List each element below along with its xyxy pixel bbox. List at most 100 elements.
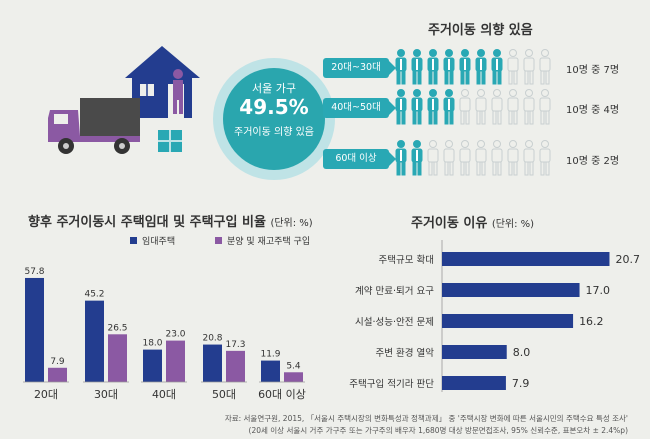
person-filled-icon — [427, 49, 439, 85]
reason-chart-title: 주거이동 이유 (단위: %) — [411, 212, 534, 231]
bar-value-label: 26.5 — [107, 323, 127, 333]
moving-illustration — [48, 46, 200, 154]
legend: 임대주택 분양 및 재고주택 구입 — [130, 235, 310, 247]
person-filled-icon — [443, 49, 455, 85]
person-outline-icon — [491, 89, 503, 125]
bar-rent — [203, 344, 222, 382]
category-label: 시설·성능·안전 문제 — [355, 317, 434, 328]
bar-buy — [166, 340, 185, 382]
bar-value-label: 23.0 — [165, 330, 185, 340]
bar-value-label: 17.0 — [586, 284, 611, 297]
category-label: 50대 — [212, 388, 236, 401]
bar-value-label: 45.2 — [84, 290, 104, 300]
person-filled-icon — [459, 49, 471, 85]
person-outline-icon — [523, 49, 535, 85]
person-outline-icon — [507, 49, 519, 85]
legend-label: 임대주택 — [142, 235, 175, 247]
bar-value-label: 11.9 — [260, 350, 280, 360]
person-outline-icon — [507, 89, 519, 125]
person-icon — [173, 69, 183, 114]
reason-bar — [442, 376, 506, 390]
category-label: 주택구입 적기라 판단 — [349, 378, 434, 390]
bar-buy — [284, 372, 303, 382]
person-outline-icon — [475, 140, 487, 176]
legend-label: 분양 및 재고주택 구입 — [227, 235, 310, 247]
bar-value-label: 20.7 — [615, 253, 640, 266]
category-label: 주택규모 확대 — [379, 254, 434, 266]
bar-value-label: 5.4 — [286, 361, 301, 371]
person-outline-icon — [427, 140, 439, 176]
people-row — [395, 140, 551, 176]
person-outline-icon — [507, 140, 519, 176]
bar-value-label: 16.2 — [579, 315, 604, 328]
category-label: 주변 환경 열악 — [376, 347, 435, 359]
rent-buy-title-text: 향후 주거이동시 주택임대 및 주택구입 비율 — [28, 215, 266, 230]
bar-value-label: 8.0 — [513, 346, 531, 359]
rent-buy-chart: 임대주택 분양 및 재고주택 구입 57.8 7.9 20대 45.2 26.5 30대 18.… — [23, 235, 310, 401]
intent-ratio: 10명 중 2명 — [566, 156, 620, 167]
bar-buy — [226, 350, 245, 382]
person-filled-icon — [411, 140, 423, 176]
person-outline-icon — [459, 89, 471, 125]
person-filled-icon — [475, 49, 487, 85]
person-filled-icon — [443, 89, 455, 125]
reason-bar — [442, 345, 507, 359]
bar-value-label: 18.0 — [142, 339, 162, 349]
person-filled-icon — [411, 89, 423, 125]
person-outline-icon — [539, 140, 551, 176]
bar-buy — [48, 367, 67, 382]
bar-value-label: 17.3 — [225, 340, 245, 350]
legend-swatch — [130, 237, 137, 244]
person-outline-icon — [475, 89, 487, 125]
person-outline-icon — [491, 140, 503, 176]
person-outline-icon — [523, 140, 535, 176]
reason-chart: 주택규모 확대 20.7 계약 만료·퇴거 요구 17.0 시설·성능·안전 문제 16.… — [349, 240, 640, 392]
person-outline-icon — [459, 140, 471, 176]
person-filled-icon — [395, 140, 407, 176]
age-group-label: 60대 이상 — [323, 149, 396, 169]
bar-buy — [108, 334, 127, 382]
category-label: 20대 — [34, 388, 58, 401]
person-filled-icon — [395, 49, 407, 85]
bar-rent — [85, 300, 104, 382]
reason-bar — [442, 314, 574, 328]
reason-bar — [442, 283, 580, 297]
person-filled-icon — [411, 49, 423, 85]
bar-rent — [261, 360, 280, 382]
category-label: 30대 — [94, 388, 118, 401]
category-label: 40대 — [152, 388, 176, 401]
reason-title-text: 주거이동 이유 — [411, 216, 488, 231]
person-filled-icon — [395, 89, 407, 125]
person-filled-icon — [491, 49, 503, 85]
category-label: 60대 이상 — [258, 388, 306, 401]
truck-icon — [48, 98, 140, 154]
badge-percentage: 49.5% — [239, 95, 309, 119]
person-outline-icon — [539, 49, 551, 85]
source-line2: (20세 이상 서울시 거주 가구주 또는 가구주의 배우자 1,680명 대상… — [248, 426, 628, 435]
bar-value-label: 7.9 — [512, 377, 530, 390]
person-filled-icon — [427, 89, 439, 125]
intent-ratio: 10명 중 7명 — [566, 65, 620, 76]
reason-bar — [442, 252, 610, 266]
intent-ratio: 10명 중 4명 — [566, 105, 620, 116]
badge-line1: 서울 가구 — [252, 82, 296, 95]
bar-value-label: 7.9 — [50, 357, 65, 367]
bar-rent — [143, 349, 162, 382]
category-label: 계약 만료·퇴거 요구 — [355, 285, 434, 297]
age-group-label: 20대~30대 — [323, 58, 396, 78]
age-group-label: 40대~50대 — [323, 98, 396, 118]
source-line1: 자료: 서울연구원, 2015, 「서울시 주택시장의 변화특성과 정책과제」 … — [224, 414, 628, 423]
box-icon — [158, 130, 182, 152]
legend-swatch — [215, 237, 222, 244]
intent-badge: 서울 가구 49.5% 주거이동 의향 있음 — [223, 68, 325, 170]
person-outline-icon — [539, 89, 551, 125]
reason-unit: (단위: %) — [491, 219, 535, 230]
bar-value-label: 20.8 — [202, 334, 222, 344]
people-row — [395, 89, 551, 125]
rent-buy-unit: (단위: %) — [270, 218, 313, 229]
person-outline-icon — [443, 140, 455, 176]
bar-value-label: 57.8 — [24, 267, 44, 277]
bar-rent — [25, 277, 44, 382]
people-row — [395, 49, 551, 85]
badge-line3: 주거이동 의향 있음 — [234, 127, 314, 138]
